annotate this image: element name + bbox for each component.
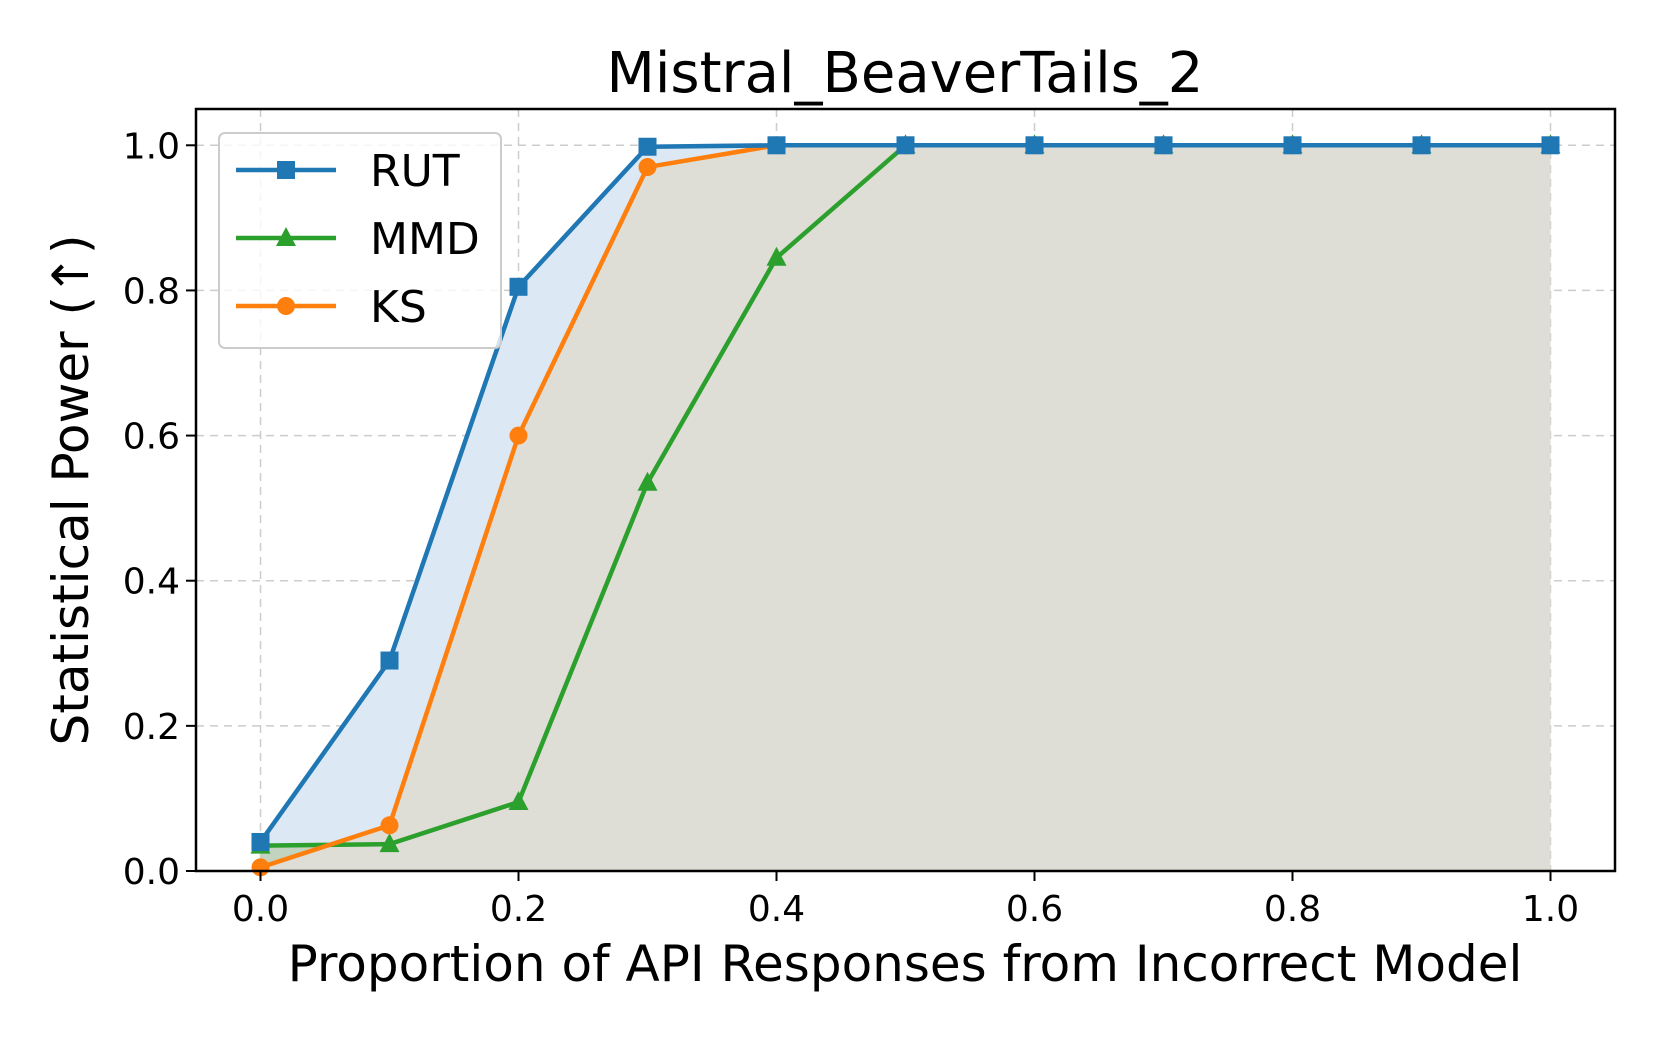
legend-label-mmd: MMD [370, 214, 480, 265]
y-tick-label: 0.8 [123, 271, 180, 312]
y-tick-label: 0.6 [123, 417, 180, 458]
x-axis-label: Proportion of API Responses from Incorre… [288, 935, 1523, 993]
x-tick-label: 0.8 [1264, 889, 1321, 930]
data-point-rut [1025, 136, 1044, 155]
data-point-rut [767, 136, 786, 155]
y-tick-label: 0.2 [123, 707, 180, 748]
data-point-rut [509, 277, 528, 296]
data-point-rut [251, 832, 270, 851]
data-point-mmd [766, 246, 787, 266]
data-point-rut [380, 651, 399, 670]
data-point-ks [509, 426, 528, 445]
legend: RUT MMD KS [218, 132, 502, 349]
x-tick-label: 0.6 [1006, 889, 1063, 930]
legend-frame [218, 132, 502, 349]
data-point-rut [1283, 136, 1302, 155]
legend-label-rut: RUT [370, 146, 460, 197]
y-tick-label: 0.4 [123, 562, 180, 603]
x-tick-label: 0.2 [490, 889, 547, 930]
data-point-rut [1412, 136, 1431, 155]
data-point-ks [380, 816, 399, 835]
data-point-mmd [637, 471, 658, 491]
x-axis-ticks: 0.0 0.2 0.4 0.6 0.8 1.0 [232, 871, 1579, 930]
legend-label-ks: KS [370, 282, 427, 333]
data-point-rut [1154, 136, 1173, 155]
data-point-rut [896, 136, 915, 155]
y-axis-label: Statistical Power (↑) [42, 235, 100, 746]
x-tick-label: 0.4 [748, 889, 805, 930]
data-point-ks [638, 158, 657, 177]
data-point-mmd [379, 833, 400, 853]
y-tick-label: 1.0 [123, 126, 180, 167]
data-point-rut [638, 137, 657, 156]
y-axis-ticks: 0.0 0.2 0.4 0.6 0.8 1.0 [123, 126, 196, 893]
x-tick-label: 1.0 [1522, 889, 1579, 930]
y-tick-label: 0.0 [123, 852, 180, 893]
legend-marker-mmd [276, 227, 296, 246]
area-fills [260, 145, 1551, 872]
data-point-rut [1541, 136, 1560, 155]
series-markers [250, 134, 1561, 877]
chart-title: Mistral_BeaverTails_2 [607, 41, 1204, 106]
x-tick-label: 0.0 [232, 889, 289, 930]
legend-marker-rut [277, 161, 295, 179]
area-fill-ks [260, 145, 1551, 872]
data-point-mmd [508, 791, 529, 811]
plot-frame [194, 107, 1617, 873]
legend-marker-ks [277, 297, 295, 315]
